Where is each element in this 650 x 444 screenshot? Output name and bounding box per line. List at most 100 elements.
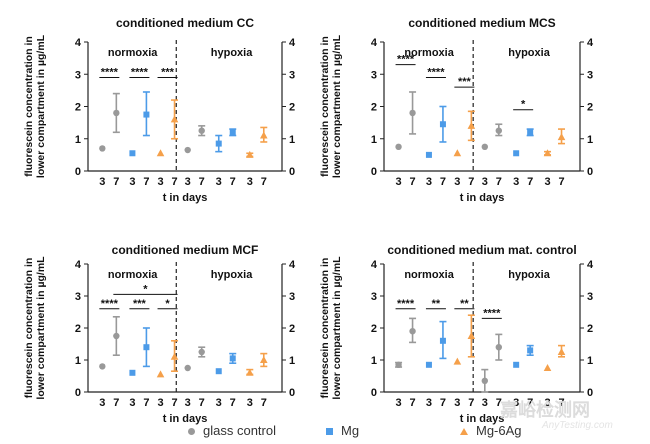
y-tick-label: 1 — [371, 134, 377, 146]
condition-label: normoxia — [404, 269, 454, 281]
data-point-mg-6ag — [557, 348, 566, 355]
significance-label: ** — [432, 298, 441, 310]
data-point-glass-control — [184, 146, 191, 154]
x-tick-label: 3 — [544, 176, 550, 188]
x-tick-label: 3 — [426, 397, 432, 409]
x-tick-label: 3 — [129, 176, 135, 188]
x-tick-label: 3 — [185, 397, 191, 409]
condition-label: hypoxia — [508, 47, 550, 59]
x-tick-label: 7 — [440, 397, 446, 409]
data-point-mg-6ag — [170, 352, 179, 360]
data-point-mg — [439, 121, 446, 128]
data-point-mg — [425, 361, 432, 368]
y-tick-label: 0 — [371, 387, 377, 399]
data-point-mg — [129, 369, 136, 376]
data-point-mg — [229, 129, 236, 136]
y-axis-label-line: fluorescein concentration in — [23, 36, 35, 177]
y-axis-label-line: lower compartment in µg/mL — [35, 34, 47, 178]
y-axis-label-line: lower compartment in µg/mL — [35, 256, 47, 400]
y-tick-label-right: 3 — [289, 291, 295, 303]
y-tick-label-right: 1 — [587, 134, 593, 146]
chart-panel-1: conditioned medium CC 0 0 1 1 2 2 3 3 4 4 fluoresce… — [23, 16, 296, 204]
data-point-mg — [143, 344, 150, 351]
y-tick-label-right: 4 — [289, 37, 296, 49]
y-tick-label: 0 — [371, 166, 377, 178]
y-tick-label-right: 0 — [289, 166, 295, 178]
y-tick-label-right: 4 — [587, 37, 594, 49]
x-tick-label: 3 — [513, 397, 519, 409]
x-tick-label: 7 — [468, 397, 474, 409]
data-point-mg — [425, 151, 432, 158]
x-tick-label: 3 — [513, 176, 519, 188]
y-tick-label: 0 — [75, 387, 81, 399]
x-tick-label: 3 — [99, 397, 105, 409]
y-axis-label: fluorescein concentration inlower compar… — [23, 34, 47, 178]
y-axis-label: fluorescein concentration inlower compar… — [23, 256, 47, 400]
significance-label: **** — [101, 66, 119, 78]
significance-label: * — [521, 99, 526, 111]
condition-label: hypoxia — [508, 269, 550, 281]
x-tick-label: 7 — [468, 176, 474, 188]
data-point-mg-6ag — [170, 115, 179, 123]
data-point-mg-6ag — [156, 370, 165, 378]
y-tick-label-right: 3 — [289, 69, 295, 81]
y-tick-label-right: 0 — [587, 387, 593, 399]
y-axis-label-line: fluorescein concentration in — [319, 36, 331, 177]
y-tick-label: 3 — [75, 69, 81, 81]
y-tick-label-right: 2 — [289, 102, 295, 114]
legend-label: glass control — [203, 423, 276, 438]
y-tick-label: 4 — [371, 259, 378, 271]
legend-label: Mg — [341, 423, 360, 438]
data-point-glass-control — [113, 332, 120, 340]
x-tick-label: 7 — [496, 176, 502, 188]
significance-label: *** — [133, 298, 147, 310]
data-point-glass-control — [395, 361, 402, 368]
x-tick-label: 7 — [527, 397, 533, 409]
x-tick-label: 7 — [143, 176, 149, 188]
data-point-glass-control — [495, 127, 502, 134]
x-axis-label: t in days — [163, 413, 208, 425]
legend-item-mg: Mg — [326, 423, 359, 438]
data-point-mg — [215, 368, 222, 375]
y-tick-label: 1 — [75, 134, 81, 146]
y-tick-label: 0 — [75, 166, 81, 178]
y-axis-label-line: fluorescein concentration in — [23, 258, 35, 399]
data-point-mg-6ag — [453, 357, 462, 365]
x-tick-label: 3 — [247, 397, 253, 409]
legend-triangle-marker — [460, 428, 468, 436]
x-tick-label: 3 — [454, 176, 460, 188]
significance-label: **** — [397, 298, 415, 310]
condition-label: normoxia — [108, 269, 158, 281]
y-tick-label-right: 2 — [289, 323, 295, 335]
data-point-glass-control — [198, 127, 205, 134]
data-point-mg-6ag — [467, 332, 476, 339]
y-tick-label: 2 — [371, 102, 377, 114]
y-tick-label-right: 2 — [587, 323, 593, 335]
x-tick-label: 3 — [395, 397, 401, 409]
y-tick-label-right: 3 — [587, 69, 593, 81]
x-tick-label: 3 — [454, 397, 460, 409]
data-point-glass-control — [184, 364, 191, 372]
y-axis-label-line: lower compartment in µg/mL — [331, 34, 343, 178]
y-tick-label: 2 — [75, 323, 81, 335]
legend: glass control Mg Mg-6Ag — [0, 420, 650, 444]
chart-title: conditioned medium mat. control — [387, 243, 576, 257]
data-point-glass-control — [198, 348, 205, 356]
x-tick-label: 7 — [558, 176, 564, 188]
chart-title: conditioned medium CC — [116, 16, 254, 30]
y-axis-label-line: lower compartment in µg/mL — [331, 256, 343, 400]
data-point-mg — [513, 150, 520, 157]
x-tick-label: 3 — [544, 397, 550, 409]
x-tick-label: 7 — [113, 397, 119, 409]
x-tick-label: 7 — [199, 176, 205, 188]
y-tick-label-right: 4 — [289, 259, 296, 271]
x-tick-label: 3 — [395, 176, 401, 188]
legend-item-glass-control: glass control — [188, 423, 276, 438]
x-tick-label: 7 — [261, 176, 267, 188]
y-tick-label: 2 — [371, 323, 377, 335]
y-tick-label: 4 — [75, 259, 82, 271]
y-axis-label-line: fluorescein concentration in — [319, 258, 331, 399]
x-tick-label: 3 — [247, 176, 253, 188]
condition-label: hypoxia — [211, 47, 253, 59]
